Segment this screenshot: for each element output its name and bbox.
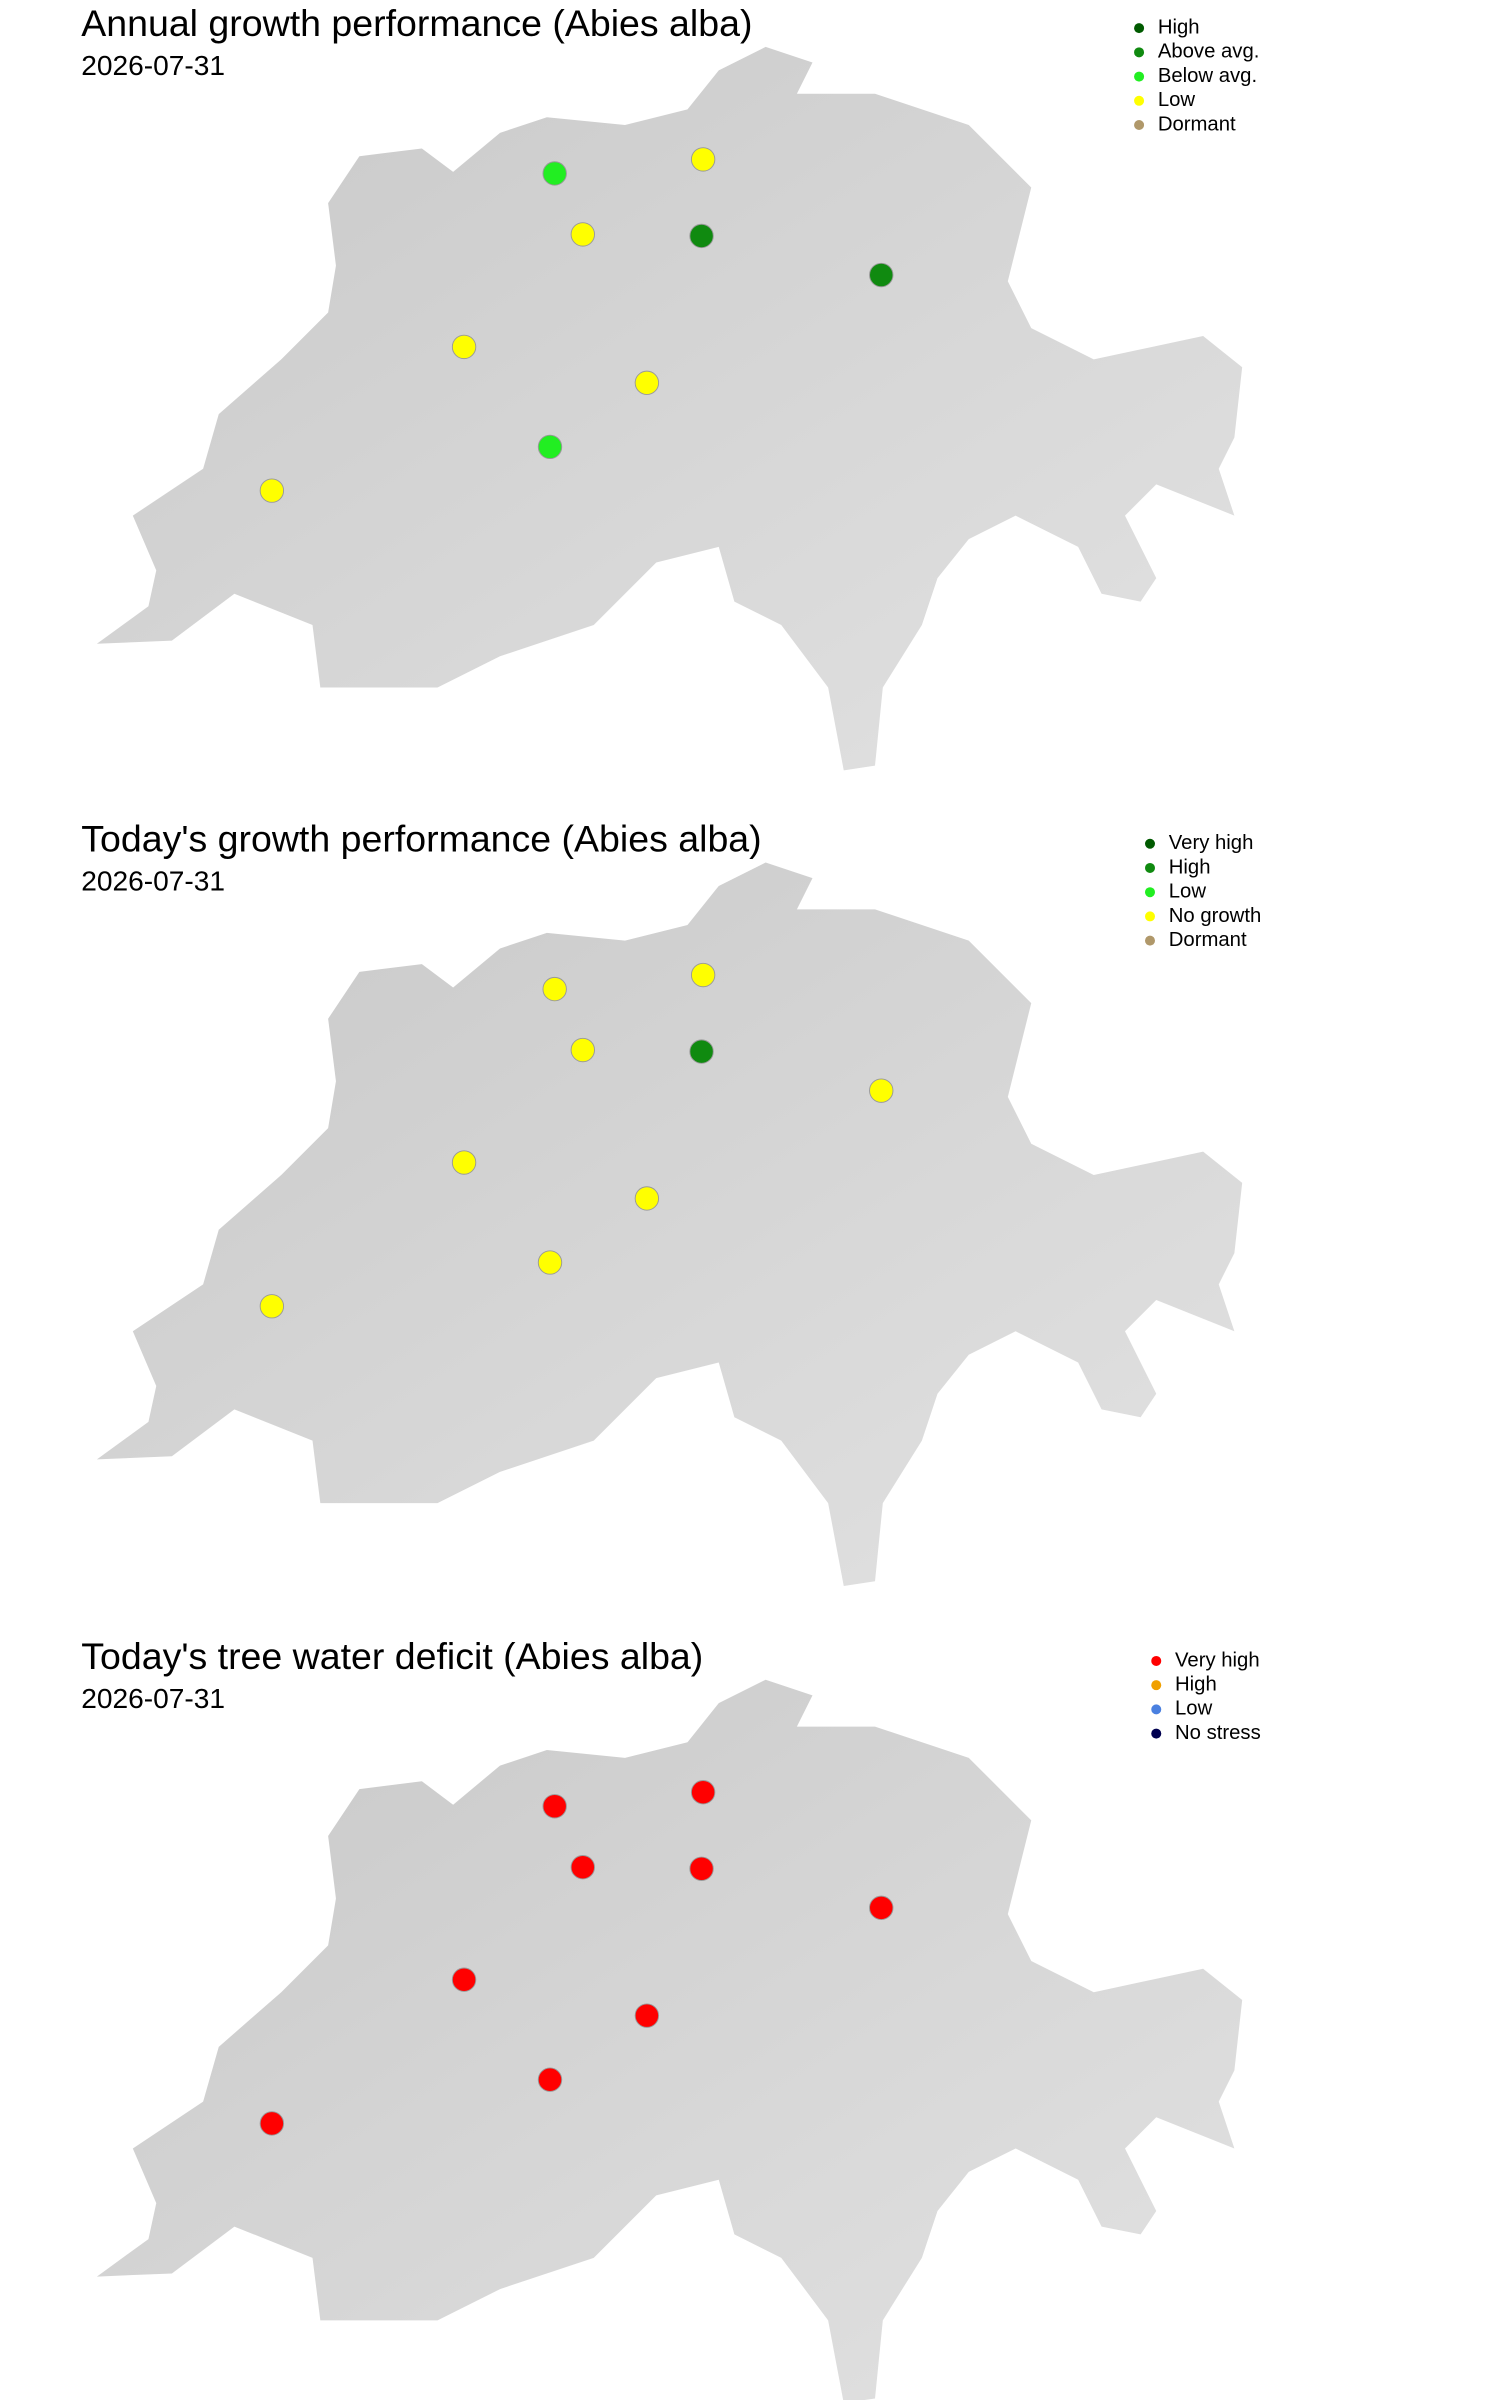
map-panel: Today's growth performance (Abies alba) 2…: [81, 818, 1261, 1586]
country-outline: [96, 862, 1243, 1586]
legend-swatch: [1151, 1655, 1162, 1666]
site-marker: [537, 434, 563, 460]
legend-label: No stress: [1175, 1722, 1261, 1744]
site-marker: [259, 2111, 285, 2136]
legend-label: Very high: [1175, 1649, 1260, 1671]
legend-swatch: [1145, 911, 1155, 922]
legend-label: Low: [1169, 881, 1207, 903]
legend-label: Low: [1158, 89, 1196, 111]
legend-swatch: [1134, 23, 1145, 34]
site-marker: [690, 962, 716, 988]
legend-label: High: [1169, 856, 1211, 878]
site-marker: [869, 262, 894, 288]
site-marker: [689, 1856, 714, 1881]
site-marker: [451, 1967, 477, 1992]
legend-label: No growth: [1169, 905, 1262, 927]
legend-label: Dormant: [1158, 113, 1236, 135]
legend-swatch: [1151, 1728, 1162, 1739]
map-date: 2026-07-31: [81, 50, 225, 81]
site-marker: [634, 2003, 660, 2028]
map-panel: Annual growth performance (Abies alba) 20…: [81, 2, 1260, 771]
legend-label: Low: [1175, 1698, 1213, 1720]
legend-swatch: [1145, 862, 1155, 873]
site-marker: [690, 147, 716, 172]
legend-swatch: [1151, 1704, 1162, 1715]
legend-swatch: [1134, 95, 1145, 106]
site-marker: [537, 2067, 563, 2092]
legend-swatch: [1134, 120, 1145, 130]
site-marker: [537, 1250, 563, 1275]
site-marker: [542, 161, 567, 186]
legend-label: Very high: [1169, 832, 1254, 854]
site-marker: [570, 1855, 595, 1880]
legend-swatch: [1134, 47, 1145, 58]
site-marker: [259, 478, 285, 503]
site-marker: [634, 370, 660, 395]
map-title: Today's growth performance (Abies alba): [81, 818, 761, 860]
site-marker: [451, 1150, 477, 1175]
map-date: 2026-07-31: [81, 866, 225, 897]
legend-swatch: [1145, 887, 1155, 898]
legend-swatch: [1134, 71, 1145, 82]
legend-label: Dormant: [1169, 929, 1247, 951]
site-marker: [570, 222, 595, 247]
country-outline: [96, 46, 1243, 771]
map-title: Today's tree water deficit (Abies alba): [81, 1635, 703, 1677]
legend-label: High: [1158, 16, 1200, 38]
site-marker: [570, 1037, 595, 1063]
site-marker: [869, 1895, 894, 1920]
map-panel: Today's tree water deficit (Abies alba) 2…: [81, 1635, 1261, 2400]
site-marker: [690, 1780, 716, 1805]
map-title: Annual growth performance (Abies alba): [81, 2, 752, 44]
site-marker: [542, 1794, 567, 1819]
legend-swatch: [1151, 1680, 1162, 1691]
map-date: 2026-07-31: [81, 1683, 225, 1714]
site-marker: [869, 1078, 894, 1103]
site-marker: [542, 976, 567, 1002]
legend-label: High: [1175, 1674, 1217, 1696]
legend-label: Above avg.: [1158, 41, 1260, 63]
site-marker: [451, 334, 477, 360]
site-marker: [689, 1039, 714, 1064]
site-marker: [634, 1186, 660, 1211]
legend-label: Below avg.: [1158, 65, 1257, 87]
site-marker: [259, 1294, 285, 1319]
legend-swatch: [1145, 838, 1155, 849]
site-marker: [689, 223, 714, 249]
country-outline: [96, 1679, 1243, 2400]
legend-swatch: [1145, 935, 1155, 946]
